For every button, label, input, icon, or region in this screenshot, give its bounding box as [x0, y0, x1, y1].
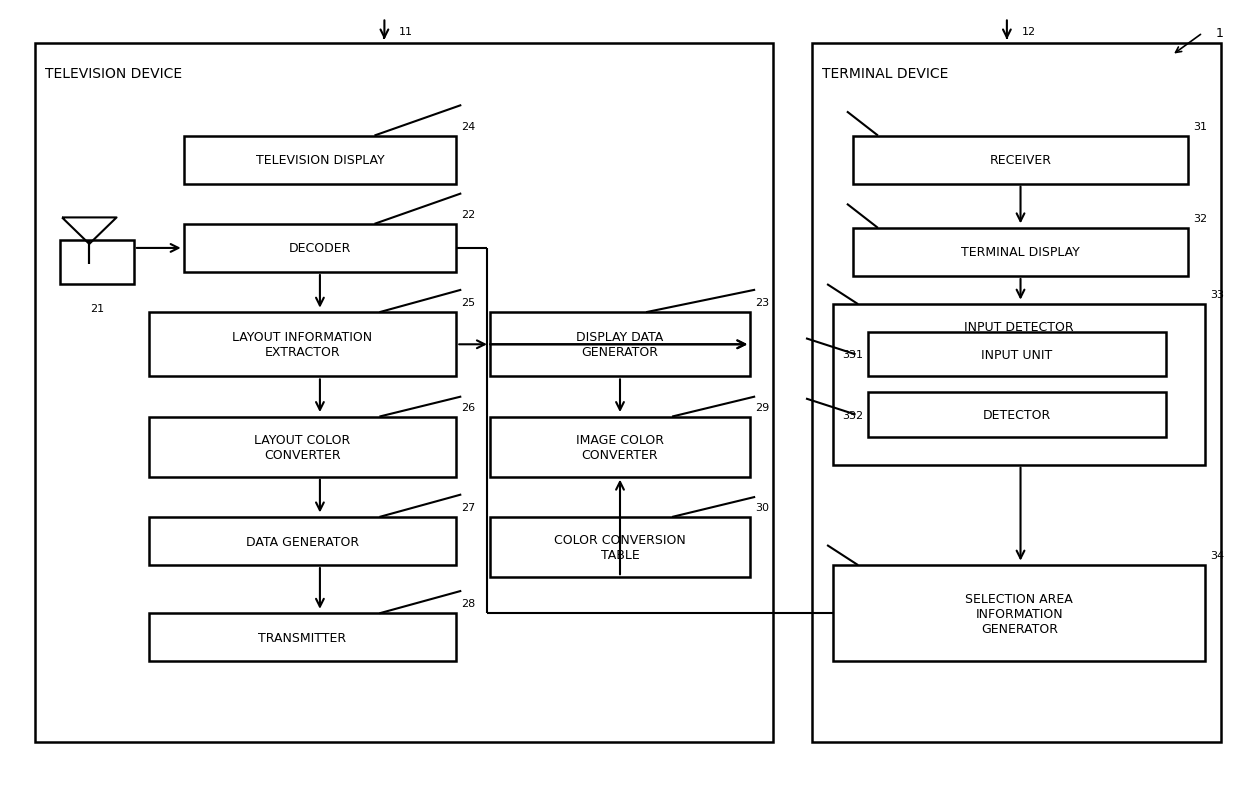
Text: LAYOUT COLOR
CONVERTER: LAYOUT COLOR CONVERTER [254, 433, 351, 461]
Text: TELEVISION DEVICE: TELEVISION DEVICE [45, 67, 182, 80]
Text: 24: 24 [461, 122, 475, 132]
Bar [833, 305, 1205, 465]
Text: SELECTION AREA
INFORMATION
GENERATOR: SELECTION AREA INFORMATION GENERATOR [966, 592, 1073, 635]
Bar [868, 393, 1166, 437]
Text: 32: 32 [1193, 214, 1207, 224]
Text: TERMINAL DISPLAY: TERMINAL DISPLAY [961, 246, 1080, 259]
Bar [184, 225, 456, 273]
Text: 33: 33 [1210, 290, 1224, 300]
Bar [833, 565, 1205, 662]
Text: COLOR CONVERSION
TABLE: COLOR CONVERSION TABLE [554, 533, 686, 561]
Text: DECODER: DECODER [289, 242, 351, 255]
Text: RECEIVER: RECEIVER [990, 154, 1052, 167]
Bar [868, 333, 1166, 377]
Bar [60, 241, 134, 285]
Text: 23: 23 [755, 298, 769, 308]
Text: LAYOUT INFORMATION
EXTRACTOR: LAYOUT INFORMATION EXTRACTOR [232, 331, 373, 358]
Text: DETECTOR: DETECTOR [982, 408, 1052, 422]
Text: IMAGE COLOR
CONVERTER: IMAGE COLOR CONVERTER [577, 433, 663, 461]
Bar [490, 517, 750, 577]
Text: 331: 331 [842, 350, 863, 360]
Text: DISPLAY DATA
GENERATOR: DISPLAY DATA GENERATOR [577, 331, 663, 358]
Bar [149, 313, 456, 377]
Text: 30: 30 [755, 503, 769, 512]
Bar [490, 313, 750, 377]
Text: 1: 1 [1215, 27, 1223, 40]
Text: 332: 332 [842, 410, 863, 420]
Text: 29: 29 [755, 403, 769, 412]
Text: 12: 12 [1022, 27, 1035, 37]
Text: 34: 34 [1210, 551, 1224, 561]
Text: 26: 26 [461, 403, 475, 412]
Text: TERMINAL DEVICE: TERMINAL DEVICE [822, 67, 949, 80]
Bar [853, 136, 1188, 184]
Text: 27: 27 [461, 503, 475, 512]
Text: 11: 11 [399, 27, 413, 37]
Text: INPUT DETECTOR: INPUT DETECTOR [965, 321, 1074, 334]
Bar [490, 417, 750, 477]
Text: TRANSMITTER: TRANSMITTER [258, 631, 347, 644]
Text: 31: 31 [1193, 122, 1207, 132]
Bar [853, 229, 1188, 277]
Bar [149, 517, 456, 565]
Text: 22: 22 [461, 210, 475, 220]
Text: DATA GENERATOR: DATA GENERATOR [246, 535, 360, 548]
Bar [149, 614, 456, 662]
Text: INPUT UNIT: INPUT UNIT [981, 348, 1053, 362]
Text: TELEVISION DISPLAY: TELEVISION DISPLAY [255, 154, 384, 167]
Text: 21: 21 [89, 304, 104, 314]
Text: 25: 25 [461, 298, 475, 308]
Bar [35, 44, 773, 742]
Text: 28: 28 [461, 599, 475, 609]
Bar [812, 44, 1221, 742]
Bar [149, 417, 456, 477]
Bar [184, 136, 456, 184]
